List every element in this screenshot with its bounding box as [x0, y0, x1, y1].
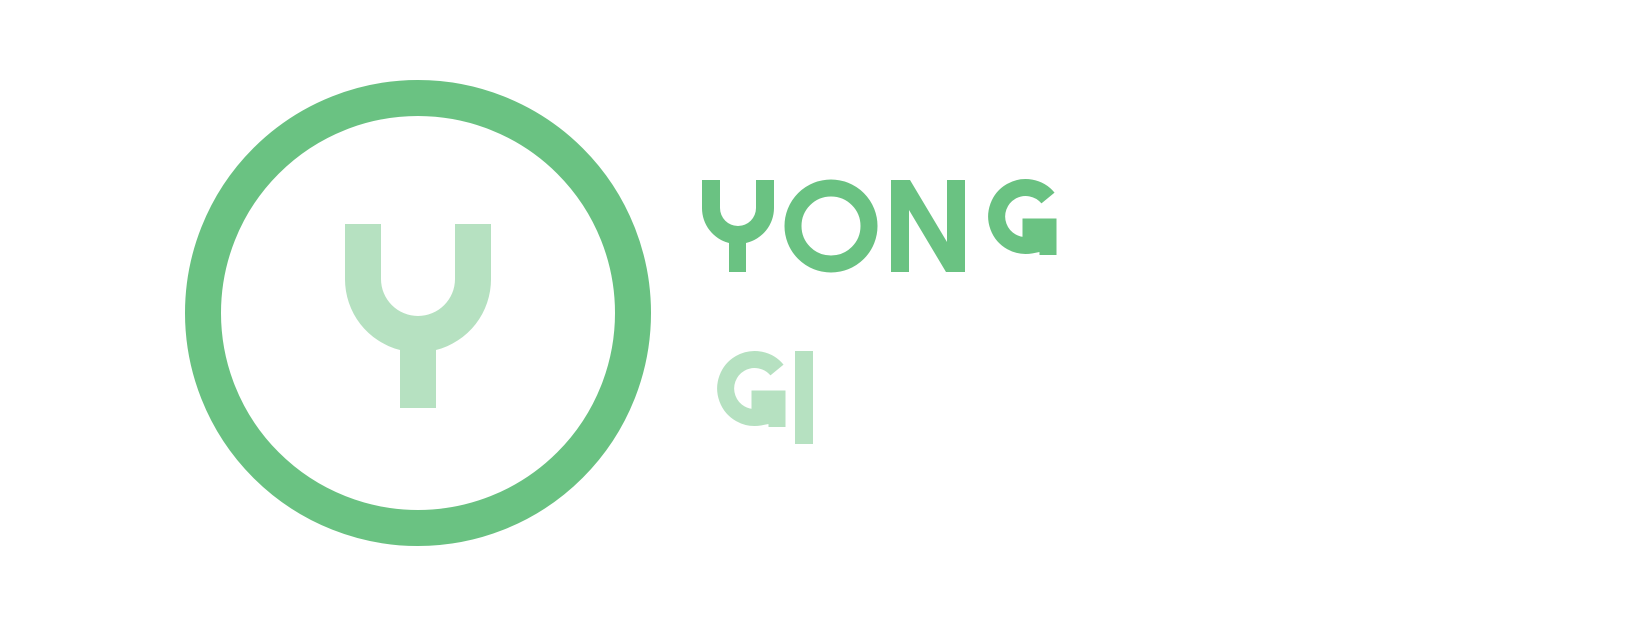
emblem-y-icon	[344, 224, 492, 408]
wordmark-line-2	[717, 351, 813, 444]
wordmark-line-1	[701, 179, 1057, 273]
letter-i	[795, 351, 813, 444]
emblem-ring	[185, 80, 651, 546]
letter-y	[701, 180, 774, 272]
letter-g	[717, 351, 786, 427]
letter-n	[891, 180, 965, 272]
letter-o	[784, 179, 878, 273]
letter-g	[988, 179, 1057, 255]
